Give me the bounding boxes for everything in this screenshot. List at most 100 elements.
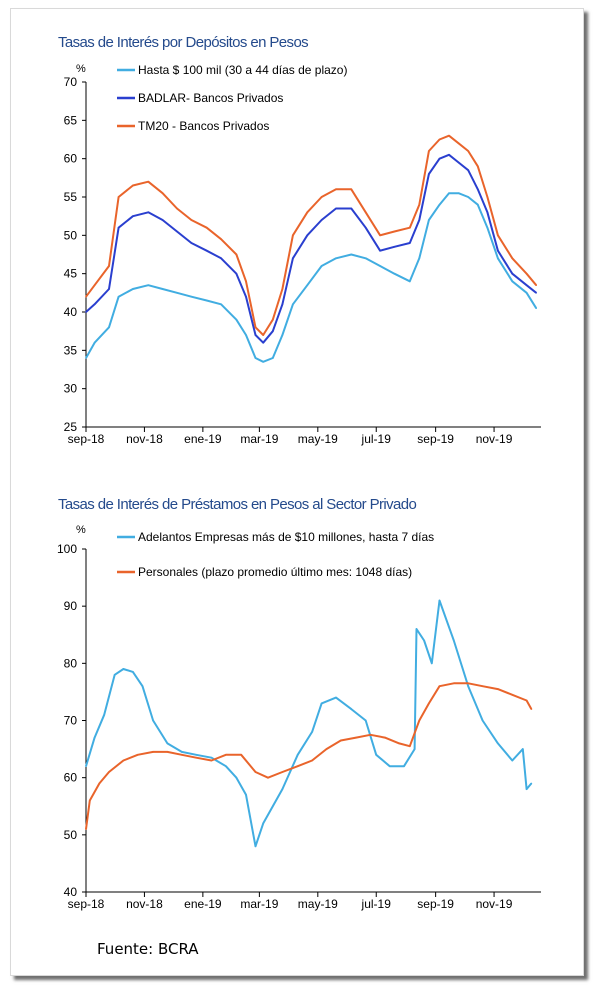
deposit-series-3-point: [448, 134, 450, 137]
deposit-series-3-point: [320, 196, 323, 198]
deposit-series-3-point: [292, 234, 294, 237]
loan-series-2-point: [369, 734, 372, 736]
deposit-series-3-point: [85, 295, 87, 298]
loan-x-tick-label: sep-18: [68, 897, 105, 911]
deposit-series-3-point: [409, 226, 411, 229]
loan-series-2-point: [254, 771, 257, 773]
deposit-series-2-point: [418, 219, 421, 221]
loan-series-2-point: [281, 771, 284, 773]
loan-series-1-point: [122, 668, 125, 670]
deposit-x-tick-label: nov-19: [476, 432, 513, 446]
deposit-y-tick-label: 50: [64, 228, 78, 242]
deposit-series-2-point: [428, 173, 430, 175]
deposit-series-2-point: [457, 161, 460, 164]
loan-series-1-point: [388, 765, 391, 767]
deposit-series-1-point: [262, 361, 265, 363]
loan-series-2-point: [530, 708, 533, 710]
loan-series-1-point: [262, 822, 265, 825]
loan-legend: Adelantos Empresas más de $10 millones, …: [117, 530, 434, 579]
deposit-x-tick-label: mar-19: [240, 432, 278, 446]
deposit-series-2-point: [254, 334, 257, 336]
deposit-series-2-point: [477, 188, 479, 191]
deposit-series-3-point: [93, 284, 96, 287]
deposit-series-line-3: [85, 134, 537, 336]
deposit-series-3-point: [379, 234, 381, 237]
loan-series-1-point: [530, 782, 533, 785]
deposit-series-2-point: [93, 303, 96, 306]
deposit-legend: Hasta $ 100 mil (30 a 44 días de plazo) B…: [117, 63, 347, 133]
deposit-series-2-point: [176, 230, 178, 233]
loan-series-2-point: [355, 736, 357, 739]
deposit-series-2-point: [220, 257, 222, 260]
loan-series-2-point: [296, 765, 299, 767]
loan-y-tick-label: 70: [64, 714, 78, 728]
loan-series-2-point: [384, 736, 386, 739]
deposit-series-2-point: [438, 157, 441, 160]
loan-series-1-point: [350, 708, 353, 710]
loan-series-1-point: [453, 639, 455, 642]
loan-series-1-point: [181, 751, 183, 753]
loan-series-2-point: [267, 776, 269, 779]
deposit-series-2-point: [205, 249, 208, 252]
deposit-series-3-point: [220, 238, 222, 240]
loan-series-2-point: [481, 685, 484, 687]
deposit-series-2-point: [161, 219, 164, 221]
deposit-series-3-point: [438, 138, 441, 141]
loan-y-tick-label: 50: [64, 828, 78, 842]
loan-series-2-point: [136, 754, 139, 756]
loan-series-1-point: [235, 776, 238, 779]
deposit-series-3-point: [176, 207, 178, 210]
deposit-y-tick-label: 25: [64, 420, 78, 434]
loan-legend-label-2: Personales (plazo promedio último mes: 1…: [138, 565, 412, 579]
deposit-series-1-point: [117, 295, 120, 298]
deposit-series-2-point: [190, 242, 193, 244]
deposit-series-1-point: [393, 272, 396, 275]
deposit-rates-chart: Tasas de Interés por Depósitos en Pesos …: [58, 34, 541, 446]
loan-series-1-point: [132, 671, 134, 673]
deposit-series-3-point: [108, 265, 110, 267]
deposit-series-3-point: [235, 253, 238, 256]
deposit-series-1-point: [245, 334, 247, 336]
loan-series-1-point: [522, 748, 524, 750]
loan-series-2-point: [108, 771, 110, 773]
loan-series-2-point: [525, 699, 528, 702]
loan-series-1-point: [225, 765, 227, 767]
loan-series-1-point: [320, 702, 323, 705]
deposit-series-3-point: [477, 165, 479, 168]
deposit-series-2-point: [117, 226, 120, 229]
loan-series-2-point: [497, 688, 499, 690]
deposit-series-3-point: [205, 226, 208, 229]
loan-series-1-point: [254, 845, 257, 848]
deposit-series-3-point: [254, 326, 257, 329]
loan-series-2-point: [85, 828, 87, 830]
loan-series-2-point: [225, 754, 227, 756]
loan-axes: 40 50 60 70 80 90 100 sep-18 nov-18 ene-19 mar-19 m…: [57, 542, 541, 911]
deposit-series-1-point: [379, 265, 381, 267]
deposit-y-tick-label: 70: [64, 75, 78, 89]
loan-series-1-point: [497, 742, 499, 745]
deposit-chart-title: Tasas de Interés por Depósitos en Pesos: [58, 34, 308, 51]
deposit-series-1-point: [132, 288, 134, 290]
deposit-series-1-point: [205, 299, 208, 302]
deposit-series-2-point: [108, 288, 110, 290]
deposit-series-2-point: [511, 272, 514, 275]
deposit-series-2-point: [467, 169, 470, 171]
deposit-series-2-point: [147, 211, 150, 214]
deposit-y-tick-label: 55: [64, 190, 78, 204]
deposit-series-1-point: [190, 295, 193, 298]
deposit-series-3-point: [190, 219, 193, 221]
deposit-series-1-point: [448, 192, 450, 194]
loan-x-tick-label: nov-19: [476, 897, 513, 911]
deposit-series-1-point: [281, 334, 284, 336]
deposit-y-tick-label: 30: [64, 382, 78, 396]
loan-series-1-point: [245, 794, 247, 796]
deposit-series-1-point: [161, 288, 164, 290]
loan-series-1-point: [281, 788, 284, 790]
deposit-y-tick-label: 65: [64, 113, 78, 127]
loan-y-tick-label: 60: [64, 771, 78, 785]
deposit-series-3-point: [364, 211, 367, 214]
deposit-x-tick-label: nov-18: [126, 432, 163, 446]
deposit-series-1-point: [335, 257, 337, 260]
loan-series-1-point: [415, 628, 418, 630]
